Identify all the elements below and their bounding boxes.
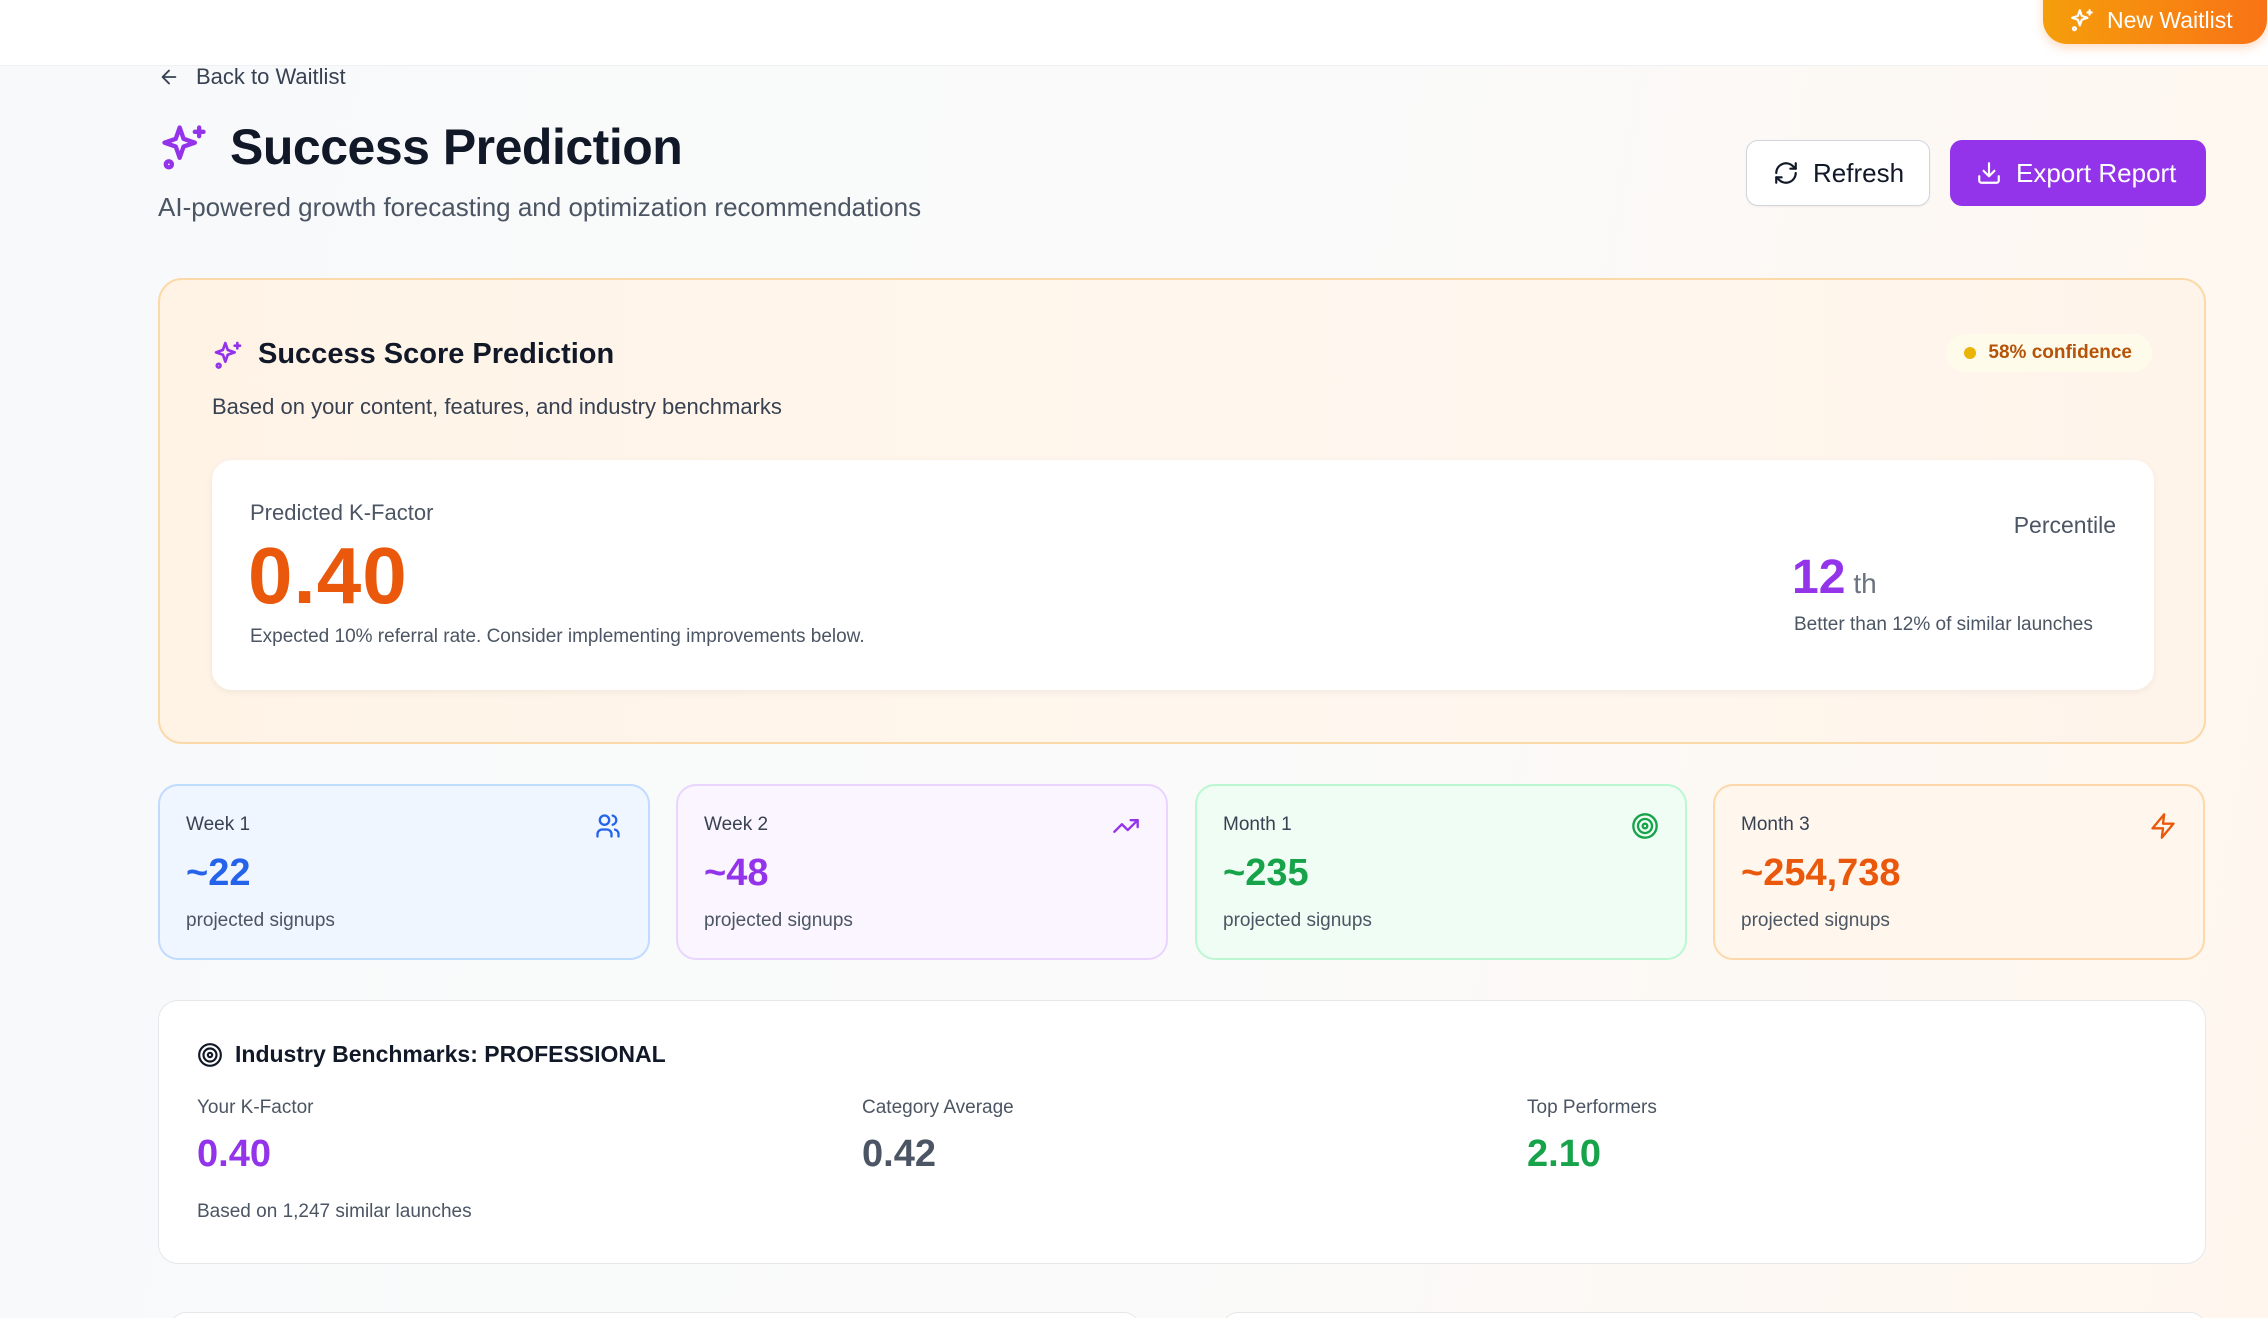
users-icon bbox=[596, 814, 620, 838]
top-bar: New Waitlist bbox=[0, 0, 2268, 66]
kfactor-panel: Predicted K-Factor 0.40 Expected 10% ref… bbox=[212, 460, 2154, 690]
percentile-value-group: 12 th bbox=[1792, 550, 1877, 605]
next-card-left bbox=[170, 1312, 1140, 1318]
projection-card-week2: Week 2 ~48 projected signups bbox=[676, 784, 1168, 960]
benchmark-value: 0.40 bbox=[197, 1133, 271, 1175]
projection-card-week1: Week 1 ~22 projected signups bbox=[158, 784, 650, 960]
percentile-label: Percentile bbox=[2013, 512, 2116, 538]
download-icon bbox=[1978, 162, 2000, 184]
projection-description: projected signups bbox=[1741, 910, 1890, 931]
benchmark-top-performers: Top Performers 2.10 bbox=[1527, 1097, 1657, 1176]
lightning-icon bbox=[2151, 813, 2175, 839]
score-card-title: Success Score Prediction bbox=[258, 338, 615, 370]
projection-description: projected signups bbox=[1223, 910, 1372, 931]
projection-label: Week 1 bbox=[186, 814, 251, 835]
projection-description: projected signups bbox=[186, 910, 335, 931]
projection-description: projected signups bbox=[704, 910, 853, 931]
confidence-label: 58% confidence bbox=[1988, 342, 2132, 363]
page-header: Success Prediction bbox=[158, 118, 683, 176]
confidence-badge: 58% confidence bbox=[1946, 334, 2152, 372]
refresh-button[interactable]: Refresh bbox=[1746, 140, 1930, 206]
page-subtitle: AI-powered growth forecasting and optimi… bbox=[158, 192, 922, 222]
new-waitlist-button[interactable]: New Waitlist bbox=[2043, 0, 2267, 44]
projection-value: ~235 bbox=[1223, 852, 1309, 894]
page-title: Success Prediction bbox=[230, 119, 683, 175]
benchmark-your-kfactor: Your K-Factor 0.40 bbox=[197, 1097, 314, 1176]
benchmark-value: 0.42 bbox=[862, 1133, 936, 1175]
percentile-suffix: th bbox=[1853, 568, 1877, 599]
export-label: Export Report bbox=[2016, 157, 2177, 188]
benchmark-label: Your K-Factor bbox=[197, 1097, 314, 1118]
sparkles-icon bbox=[214, 341, 242, 369]
score-card-subtitle: Based on your content, features, and ind… bbox=[212, 394, 782, 419]
target-icon bbox=[1632, 813, 1658, 839]
projection-card-month1: Month 1 ~235 projected signups bbox=[1195, 784, 1687, 960]
projection-label: Month 3 bbox=[1741, 814, 1810, 835]
benchmark-value: 2.10 bbox=[1527, 1133, 1601, 1175]
projection-value: ~22 bbox=[186, 852, 251, 894]
sparkles-icon bbox=[2071, 9, 2093, 32]
benchmark-category-average: Category Average 0.42 bbox=[862, 1097, 1014, 1176]
arrow-left-icon bbox=[161, 69, 177, 85]
next-card-right bbox=[1222, 1312, 2206, 1318]
score-card-header: Success Score Prediction bbox=[212, 338, 614, 371]
projection-label: Month 1 bbox=[1223, 814, 1292, 835]
trending-up-icon bbox=[1113, 819, 1139, 833]
projection-value: ~254,738 bbox=[1741, 852, 1901, 894]
benchmarks-note: Based on 1,247 similar launches bbox=[197, 1201, 472, 1222]
back-link-label: Back to Waitlist bbox=[196, 64, 346, 89]
refresh-label: Refresh bbox=[1813, 157, 1905, 188]
success-score-card: Success Score Prediction Based on your c… bbox=[158, 278, 2206, 744]
back-to-waitlist-link[interactable]: Back to Waitlist bbox=[158, 62, 346, 92]
benchmarks-header: Industry Benchmarks: PROFESSIONAL bbox=[197, 1041, 666, 1068]
projection-card-month3: Month 3 ~254,738 projected signups bbox=[1713, 784, 2205, 960]
refresh-icon bbox=[1775, 162, 1797, 184]
sparkles-icon bbox=[162, 125, 206, 170]
projection-value: ~48 bbox=[704, 852, 769, 894]
percentile-value: 12 bbox=[1792, 551, 1846, 604]
target-icon bbox=[198, 1042, 222, 1067]
industry-benchmarks-card: Industry Benchmarks: PROFESSIONAL Your K… bbox=[158, 1000, 2206, 1264]
benchmark-label: Category Average bbox=[862, 1097, 1014, 1118]
percentile-description: Better than 12% of similar launches bbox=[1794, 614, 2093, 635]
kfactor-description: Expected 10% referral rate. Consider imp… bbox=[250, 626, 865, 647]
kfactor-value: 0.40 bbox=[248, 531, 408, 620]
kfactor-label: Predicted K-Factor bbox=[250, 500, 434, 525]
new-waitlist-label: New Waitlist bbox=[2107, 6, 2233, 33]
benchmarks-title: Industry Benchmarks: PROFESSIONAL bbox=[235, 1041, 666, 1067]
export-report-button[interactable]: Export Report bbox=[1950, 140, 2206, 206]
benchmark-label: Top Performers bbox=[1527, 1097, 1657, 1118]
projection-label: Week 2 bbox=[704, 814, 769, 835]
confidence-dot bbox=[1964, 347, 1977, 359]
